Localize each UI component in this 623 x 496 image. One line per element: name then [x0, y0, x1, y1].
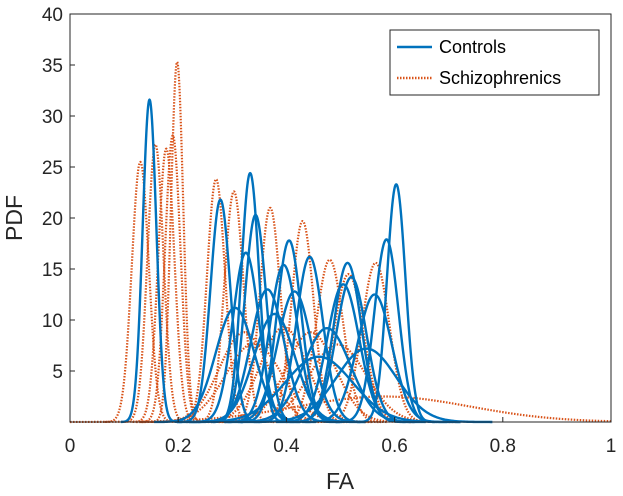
x-tick-label: 1 [606, 436, 617, 457]
y-tick-label: 40 [42, 5, 63, 26]
controls-curve-1 [120, 98, 180, 424]
controls-curve-5 [190, 251, 301, 424]
x-tick-label: 0.8 [490, 436, 516, 457]
schizophrenics-curve-1 [104, 160, 177, 424]
x-tick-label: 0.2 [165, 436, 191, 457]
y-tick-label: 25 [42, 158, 63, 179]
controls-curve-8 [188, 312, 361, 424]
legend-box [389, 29, 600, 96]
controls-curve-16 [275, 283, 411, 424]
y-tick-label: 10 [42, 311, 63, 332]
controls-curve-12 [253, 255, 367, 424]
controls-curve-11 [223, 290, 366, 424]
y-tick-label: 30 [42, 107, 63, 128]
x-tick-label: 0 [65, 436, 76, 457]
x-axis-title: FA [326, 468, 355, 494]
schizophrenics-curve-17 [317, 261, 435, 424]
y-tick-label: 15 [42, 260, 63, 281]
controls-curve-2 [178, 198, 263, 424]
schizophrenics-curve-5 [150, 60, 204, 424]
schizophrenics-curve-7 [193, 190, 275, 424]
controls-curve-20 [356, 183, 436, 424]
x-tick-label: 0.4 [273, 436, 300, 457]
controls-curve-17 [240, 347, 493, 424]
y-axis-title: PDF [1, 195, 27, 241]
x-tick-label: 0.6 [381, 436, 407, 457]
schizophrenics-curve-2 [121, 143, 190, 424]
legend: Controls Schizophrenics [389, 29, 600, 96]
y-tick-label: 5 [52, 362, 63, 383]
controls-curve-19 [335, 238, 438, 424]
controls-curve-21 [177, 355, 461, 424]
curves-layer [69, 60, 612, 424]
legend-controls-label: Controls [439, 37, 506, 57]
y-tick-label: 20 [42, 209, 63, 230]
controls-curve-15 [287, 275, 416, 424]
y-tick-label: 35 [42, 56, 63, 77]
legend-schizophrenics-label: Schizophrenics [439, 68, 561, 88]
controls-curve-10 [224, 263, 344, 424]
